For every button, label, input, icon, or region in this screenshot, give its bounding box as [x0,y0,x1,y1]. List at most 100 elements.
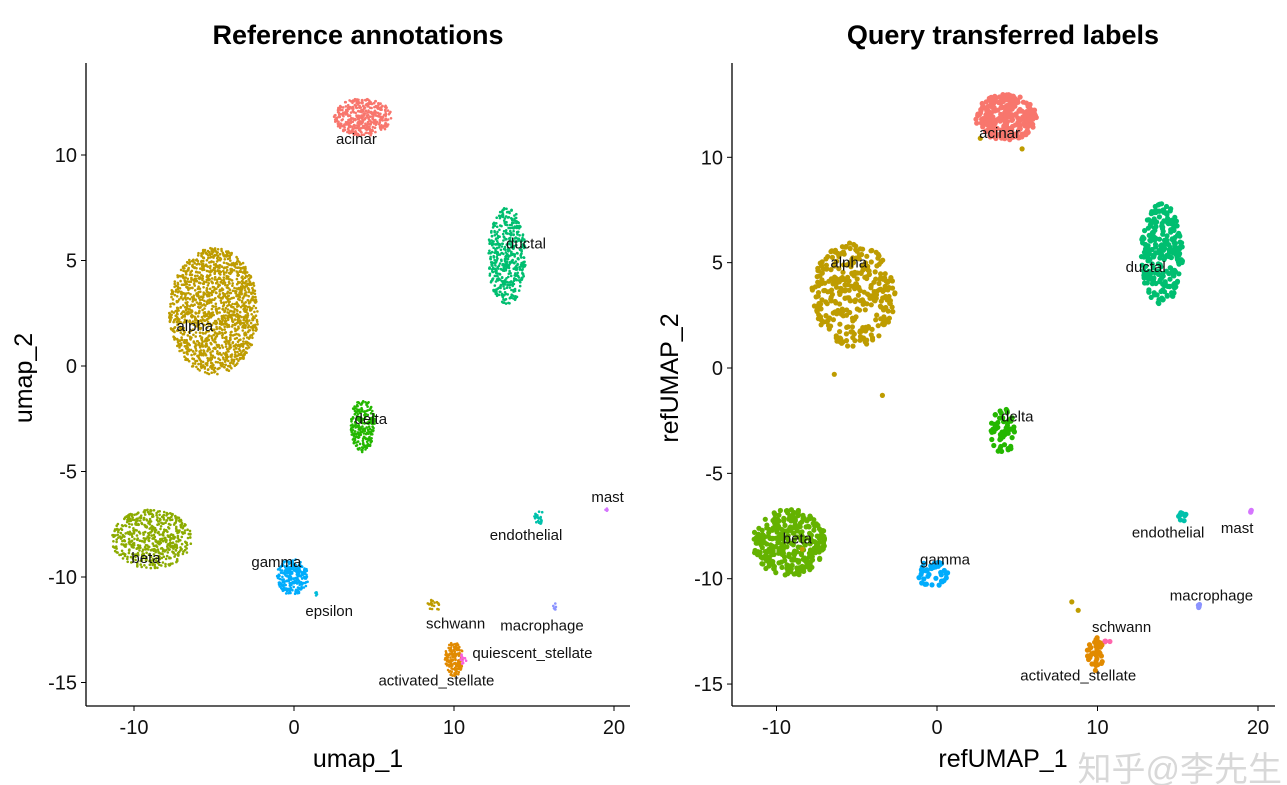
cluster-schwann [426,598,441,611]
data-point [222,261,226,265]
data-point [494,270,497,273]
data-point [223,310,226,313]
data-point [845,282,851,288]
data-point [254,314,258,318]
data-point [202,311,206,315]
data-point [505,277,508,280]
data-point [367,425,371,429]
data-point [372,426,375,430]
data-point [284,570,288,573]
data-point [212,321,215,325]
data-point [182,340,186,344]
data-point [363,117,367,120]
data-point [498,262,502,265]
data-point [205,269,209,273]
data-point [175,560,178,564]
data-point [536,516,540,520]
data-point [148,552,151,556]
data-point [195,349,198,352]
data-point [363,413,366,417]
data-point [222,273,226,276]
data-point [165,519,168,522]
data-point [510,217,513,220]
data-point [358,408,361,412]
points-layer [751,92,1254,674]
data-point [155,559,158,562]
data-point [460,649,463,652]
data-point [180,336,183,339]
data-point [205,280,208,284]
data-point [177,319,180,323]
cluster-label: beta [131,550,161,567]
points-layer [111,97,609,677]
data-point [224,359,227,362]
data-point [216,345,219,349]
data-point [217,295,220,298]
data-point [503,291,507,294]
data-point [229,304,233,307]
data-point [148,527,151,530]
data-point [126,518,129,522]
data-point [184,264,188,267]
data-point [866,268,872,274]
data-point [892,290,898,296]
data-point [205,330,208,334]
data-point [862,307,868,313]
data-point [226,284,229,287]
data-point [177,329,180,332]
data-point [364,122,367,125]
data-point [502,285,505,288]
data-point [843,338,850,344]
data-point [764,525,770,531]
data-point [371,409,374,413]
data-point [236,362,239,365]
data-point [125,520,129,524]
data-point [245,319,249,323]
data-point [762,516,768,522]
data-point [134,555,137,559]
data-point [213,366,217,370]
data-point [209,365,212,369]
data-point [222,358,225,361]
data-point [496,236,500,240]
data-point [164,521,167,524]
data-point [229,346,233,349]
data-point [436,607,439,611]
data-point [497,293,501,297]
data-point [184,270,187,273]
data-point [762,553,768,559]
data-point [377,104,380,107]
data-point [177,553,180,557]
data-point [520,256,523,259]
data-point [228,364,232,368]
data-point [461,656,465,659]
data-point [206,274,209,277]
data-point [369,430,372,434]
data-point [174,549,178,552]
data-point [492,256,496,259]
data-point [367,401,370,404]
data-point [297,591,301,595]
data-point [1151,234,1158,240]
data-point [868,302,874,308]
data-point [1167,219,1173,225]
data-point [135,513,138,516]
data-point [202,256,205,259]
data-point [203,299,206,303]
data-point [199,295,203,299]
data-point [516,263,519,267]
data-point [344,123,348,126]
data-point [804,518,810,524]
data-point [250,343,254,347]
data-point [158,533,161,536]
data-point [374,118,377,122]
data-point [183,276,186,279]
data-point [174,514,177,518]
data-point [371,422,374,426]
data-point [202,352,205,355]
data-point [218,306,221,310]
data-point [188,305,192,308]
data-point [161,533,164,536]
data-point [766,555,772,561]
data-point [791,571,797,577]
